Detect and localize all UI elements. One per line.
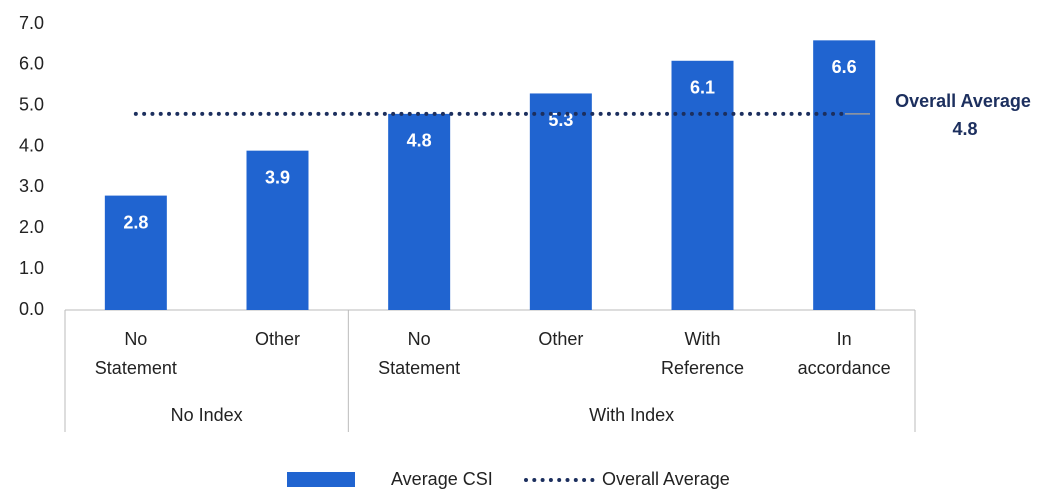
y-tick-label: 6.0: [19, 54, 44, 74]
group-label: With Index: [589, 405, 674, 425]
value-label: 2.8: [123, 212, 148, 232]
x-tick-label: In accordance: [798, 329, 891, 378]
group-label: No Index: [171, 405, 243, 425]
legend-label: Average CSI: [391, 469, 493, 489]
legend-label: Overall Average: [602, 469, 730, 489]
value-label: 3.9: [265, 167, 290, 187]
annotation: Overall Average: [895, 91, 1031, 111]
y-tick-label: 3.0: [19, 176, 44, 196]
value-label: 6.1: [690, 78, 715, 98]
legend-swatch: [287, 472, 355, 487]
value-label: 6.6: [832, 57, 857, 77]
y-tick-label: 7.0: [19, 13, 44, 33]
y-tick-label: 0.0: [19, 299, 44, 319]
bar: [246, 150, 309, 310]
bar: [529, 93, 592, 310]
y-tick-label: 5.0: [19, 94, 44, 114]
bar: [671, 60, 734, 311]
x-tick-label: No Statement: [95, 329, 177, 378]
y-tick-label: 2.0: [19, 217, 44, 237]
value-label: 4.8: [407, 131, 432, 151]
x-tick-label: No Statement: [378, 329, 460, 378]
annotation-value: 4.8: [952, 119, 977, 139]
x-tick-label: Other: [255, 329, 300, 349]
y-tick-label: 4.0: [19, 135, 44, 155]
bar: [104, 195, 167, 310]
x-tick-label: With Reference: [661, 329, 744, 378]
bar: [813, 40, 876, 310]
bar: [388, 113, 451, 310]
y-tick-label: 1.0: [19, 258, 44, 278]
x-tick-label: Other: [538, 329, 583, 349]
